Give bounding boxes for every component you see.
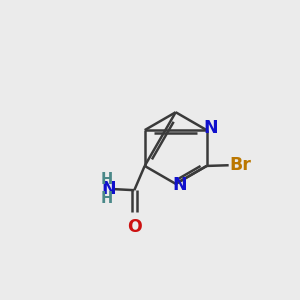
Text: N: N — [172, 176, 187, 194]
Text: H: H — [101, 191, 113, 206]
Text: N: N — [101, 180, 116, 198]
Text: O: O — [127, 218, 142, 236]
Text: N: N — [203, 119, 218, 137]
Text: H: H — [101, 172, 113, 187]
Text: Br: Br — [230, 156, 252, 174]
